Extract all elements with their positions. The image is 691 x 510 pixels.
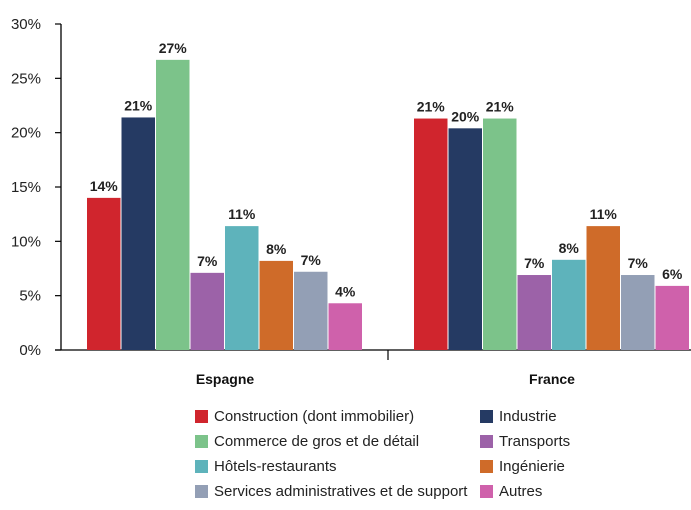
data-label: 7% — [301, 252, 322, 268]
legend-label: Construction (dont immobilier) — [214, 408, 414, 425]
legend-swatch — [195, 410, 208, 423]
bar — [448, 128, 482, 350]
y-tick-label: 0% — [19, 342, 41, 359]
bar — [121, 117, 155, 350]
legend-label: Transports — [499, 433, 570, 450]
y-tick-label: 15% — [11, 179, 41, 196]
data-labels: 14% 21% 21% 20% 27% 21% 7% 7% 11% 8% 8% 11% 7% 7% 4% 6% — [90, 40, 683, 299]
legend-label: Ingénierie — [499, 458, 565, 475]
legend-label: Services administratives et de support — [214, 483, 468, 500]
y-tick-label: 25% — [11, 70, 41, 87]
data-label: 8% — [559, 240, 580, 256]
legend-swatch — [195, 460, 208, 473]
bar — [552, 259, 586, 350]
data-label: 8% — [266, 241, 287, 257]
data-label: 7% — [524, 255, 545, 271]
data-label: 20% — [451, 108, 480, 124]
data-label: 11% — [228, 206, 256, 222]
bar — [156, 59, 190, 351]
x-category-label: France — [529, 371, 575, 387]
bar — [328, 303, 362, 350]
x-category-label: Espagne — [196, 371, 255, 387]
legend-swatch — [195, 485, 208, 498]
legend-label: Autres — [499, 483, 542, 500]
data-label: 4% — [335, 283, 356, 299]
data-label: 11% — [590, 206, 618, 222]
bar — [259, 260, 293, 350]
data-label: 27% — [159, 40, 188, 56]
bar — [483, 118, 517, 350]
bar — [517, 275, 551, 350]
data-label: 21% — [124, 97, 153, 113]
data-label: 21% — [486, 99, 515, 115]
bar — [87, 197, 121, 350]
y-tick-label: 20% — [11, 125, 41, 142]
data-label: 6% — [662, 266, 683, 282]
bar — [655, 285, 689, 350]
bar — [621, 275, 655, 350]
legend-swatch — [480, 485, 493, 498]
y-tick-label: 30% — [11, 16, 41, 33]
data-label: 7% — [628, 255, 649, 271]
legend: Construction (dont immobilier) Industrie C… — [195, 408, 570, 500]
bar — [225, 226, 259, 350]
data-label: 7% — [197, 253, 218, 269]
legend-swatch — [480, 460, 493, 473]
bar — [294, 271, 328, 350]
legend-label: Hôtels-restaurants — [214, 458, 337, 475]
legend-swatch — [480, 410, 493, 423]
data-label: 21% — [417, 99, 446, 115]
legend-swatch — [195, 435, 208, 448]
legend-label: Industrie — [499, 408, 557, 425]
y-tick-label: 10% — [11, 233, 41, 250]
bar — [414, 118, 448, 350]
bar — [586, 226, 620, 350]
bars — [87, 59, 689, 351]
legend-swatch — [480, 435, 493, 448]
data-label: 14% — [90, 178, 119, 194]
y-tick-label: 5% — [19, 288, 41, 305]
bar — [190, 272, 224, 350]
legend-label: Commerce de gros et de détail — [214, 433, 419, 450]
